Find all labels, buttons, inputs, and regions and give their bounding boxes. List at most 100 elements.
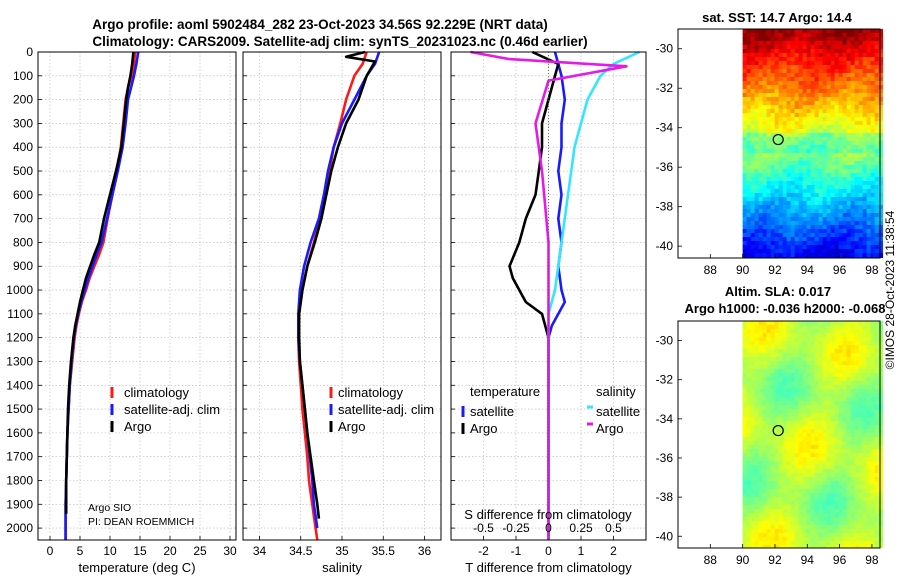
map-cell: [870, 57, 876, 62]
map-cell: [830, 213, 836, 218]
map-cell: [750, 33, 756, 38]
map-cell: [778, 169, 784, 174]
map-cell: [762, 333, 768, 338]
map-cell: [834, 509, 840, 514]
map-cell: [822, 461, 828, 466]
map-cell: [802, 93, 808, 98]
map-cell: [842, 413, 848, 418]
map-cell: [826, 121, 832, 126]
map-cell: [870, 213, 876, 218]
map-cell: [742, 225, 748, 230]
map-cell: [774, 117, 780, 122]
map-cell: [878, 237, 884, 242]
map-cell: [806, 33, 812, 38]
map-cell: [786, 165, 792, 170]
map-cell: [814, 93, 820, 98]
map-cell: [802, 249, 808, 254]
map-cell: [782, 361, 788, 366]
map-cell: [870, 129, 876, 134]
map-cell: [798, 201, 804, 206]
map-cell: [766, 177, 772, 182]
map-cell: [874, 145, 880, 150]
map-cell: [782, 229, 788, 234]
map-cell: [810, 121, 816, 126]
map-cell: [802, 105, 808, 110]
map-cell: [754, 381, 760, 386]
x-tick-label: 25: [193, 544, 207, 558]
map-cell: [874, 245, 880, 250]
map-cell: [854, 537, 860, 542]
map-cell: [818, 53, 824, 58]
map-cell: [774, 201, 780, 206]
map-cell: [770, 189, 776, 194]
map-cell: [778, 429, 784, 434]
map-cell: [790, 137, 796, 142]
map-cell: [778, 29, 784, 34]
map-cell: [842, 349, 848, 354]
map-cell: [870, 433, 876, 438]
map-cell: [758, 37, 764, 42]
map-cell: [766, 441, 772, 446]
map-cell: [758, 77, 764, 82]
map-cell: [818, 461, 824, 466]
map-cell: [842, 337, 848, 342]
map-cell: [874, 437, 880, 442]
map-cell: [826, 53, 832, 58]
map-cell: [794, 521, 800, 526]
map-cell: [790, 169, 796, 174]
map-y-tick-label: -30: [656, 42, 674, 56]
map-cell: [846, 125, 852, 130]
map-cell: [798, 365, 804, 370]
map-cell: [870, 161, 876, 166]
map-cell: [790, 217, 796, 222]
map-cell: [746, 89, 752, 94]
map-cell: [746, 461, 752, 466]
map-cell: [858, 525, 864, 530]
x-tick-label: 36: [418, 544, 432, 558]
map-cell: [758, 365, 764, 370]
map-cell: [798, 169, 804, 174]
map-cell: [854, 493, 860, 498]
map-cell: [834, 521, 840, 526]
map-cell: [758, 41, 764, 46]
map-cell: [814, 185, 820, 190]
map-cell: [786, 541, 792, 546]
map-cell: [862, 389, 868, 394]
map-cell: [806, 193, 812, 198]
map-cell: [766, 409, 772, 414]
map-cell: [870, 61, 876, 66]
map-cell: [758, 177, 764, 182]
map-cell: [834, 497, 840, 502]
map-cell: [842, 505, 848, 510]
map-cell: [862, 245, 868, 250]
map-cell: [762, 509, 768, 514]
map-cell: [766, 93, 772, 98]
map-cell: [742, 353, 748, 358]
map-cell: [754, 517, 760, 522]
map-cell: [758, 157, 764, 162]
map-cell: [826, 201, 832, 206]
map-cell: [790, 461, 796, 466]
map-cell: [874, 325, 880, 330]
map-cell: [794, 525, 800, 530]
map-cell: [786, 117, 792, 122]
map-cell: [834, 29, 840, 34]
map-cell: [814, 509, 820, 514]
map-cell: [742, 421, 748, 426]
map-cell: [742, 29, 748, 34]
map-cell: [742, 145, 748, 150]
map-cell: [826, 229, 832, 234]
map-cell: [850, 53, 856, 58]
map-cell: [818, 253, 824, 258]
map-cell: [878, 473, 884, 478]
map-cell: [858, 389, 864, 394]
map-cell: [814, 529, 820, 534]
map-cell: [762, 345, 768, 350]
map-cell: [742, 321, 748, 326]
map-cell: [770, 397, 776, 402]
map-cell: [834, 413, 840, 418]
map-cell: [838, 85, 844, 90]
map-cell: [798, 65, 804, 70]
map-cell: [790, 97, 796, 102]
map-cell: [838, 525, 844, 530]
